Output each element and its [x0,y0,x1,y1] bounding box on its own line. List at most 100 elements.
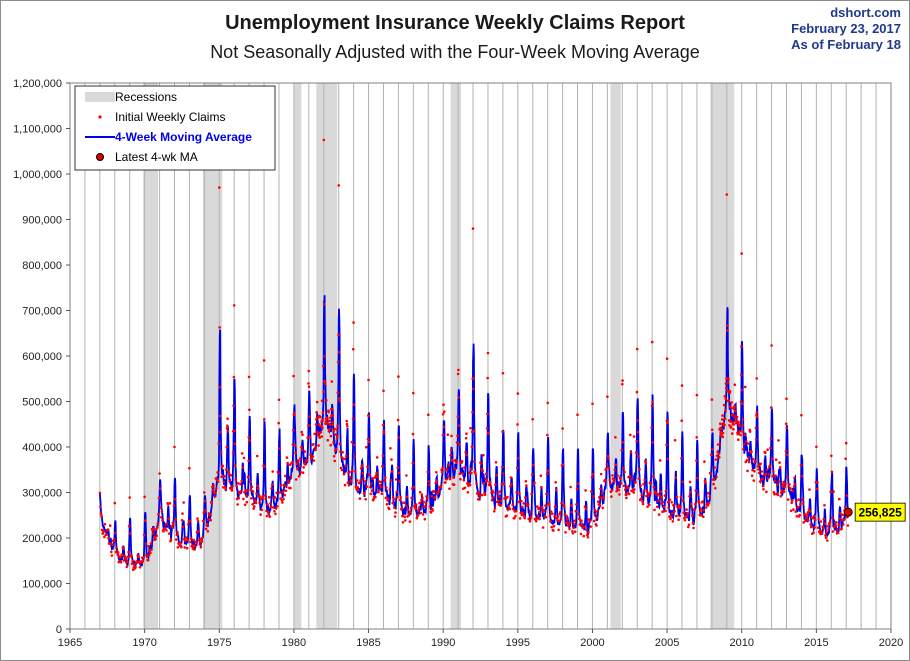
claims-point [172,504,176,508]
recession-band [293,83,302,629]
claims-point [563,513,567,516]
claims-point [315,400,319,404]
claims-point [185,546,189,550]
claims-point [754,426,758,430]
claims-point [447,463,451,467]
claims-point [409,510,412,514]
claims-point [301,433,304,437]
claims-point [457,396,461,399]
claims-point [211,488,215,492]
claims-point [770,344,773,347]
claims-point [421,513,425,516]
claims-point [325,399,328,402]
claims-point [323,355,326,358]
claims-point [498,495,501,499]
claims-point [258,495,262,498]
claims-point [346,481,350,485]
claims-point [604,467,608,470]
claims-point [586,536,590,539]
claims-point [300,445,303,449]
claims-point [711,448,714,451]
claims-point [724,409,727,412]
claims-point [427,480,431,483]
claims-point [723,417,727,421]
claims-point [389,447,392,450]
claims-point [474,473,478,477]
claims-point [516,392,520,395]
claims-point [192,539,195,542]
claims-point [140,561,144,564]
claims-point [547,501,551,505]
claims-point [782,490,786,494]
claims-point [330,380,334,383]
claims-point [546,401,549,405]
claims-point [250,485,254,489]
claims-point [495,473,498,477]
claims-point [318,436,322,439]
claims-point [552,524,556,528]
claims-point [268,515,272,518]
claims-point [824,534,827,537]
claims-point [484,477,488,481]
claims-point [189,540,192,544]
y-tick-label: 600,000 [22,351,62,363]
claims-point [242,497,245,501]
claims-point [300,448,304,452]
claims-point [431,509,435,512]
claims-point [131,559,134,563]
claims-point [835,521,838,524]
claims-point [536,505,539,508]
claims-point [665,357,669,361]
claims-point [586,533,589,537]
claims-point [693,508,696,511]
claims-point [398,480,401,483]
claims-point [446,433,450,437]
claims-point [728,390,732,393]
claims-point [574,509,578,513]
claims-point [259,513,262,516]
claims-point [569,504,573,507]
moving-average-line [99,295,849,570]
claims-point [662,505,666,509]
claims-point [822,517,826,521]
claims-point [119,555,122,559]
claims-point [536,514,540,518]
claims-point [545,472,549,476]
claims-point [348,475,352,479]
claims-point [761,484,765,488]
claims-point [595,516,599,519]
claims-point [215,487,218,490]
claims-point [193,544,197,547]
claims-point [502,472,505,475]
claims-point [270,483,274,486]
claims-point [99,505,102,509]
claims-point [669,517,672,521]
claims-point [593,508,597,512]
claims-point [227,472,231,476]
claims-point [742,448,745,451]
claims-point [501,465,504,469]
claims-point [312,459,316,462]
claims-point [652,485,656,489]
claims-point [251,490,255,493]
claims-point [314,423,318,426]
claims-point [165,522,169,525]
claims-point [293,412,296,416]
claims-point [625,496,628,500]
claims-point [321,364,325,368]
claims-point [799,464,803,467]
claims-point [670,501,673,504]
claims-point [688,495,691,498]
claims-point [457,368,460,372]
claims-point [455,441,459,444]
claims-point [595,524,598,527]
claims-point [331,423,335,427]
claims-point [124,557,127,561]
latest-ma-marker [843,507,853,517]
claims-point [551,512,554,515]
source-site: dshort.com [830,5,901,20]
claims-point [401,514,404,518]
claims-point [529,510,532,514]
claims-point [399,496,403,499]
claims-point [143,495,146,499]
